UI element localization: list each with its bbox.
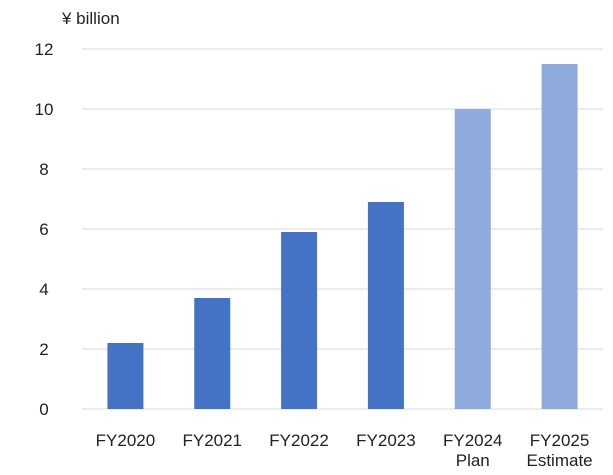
bar xyxy=(541,64,578,409)
y-tick-label: 6 xyxy=(39,220,48,239)
x-tick-label: FY2021 xyxy=(182,431,242,450)
y-axis-ticks: 0 2 4 6 8 10 12 xyxy=(35,40,54,419)
x-tick-label: FY2025 Estimate xyxy=(527,431,593,470)
x-tick-label-line: FY2020 xyxy=(96,431,156,450)
y-tick-label: 12 xyxy=(35,40,54,59)
x-tick-label: FY2023 xyxy=(356,431,416,450)
x-axis-ticks: FY2020 FY2021 FY2022 FY2023 FY2024 Plan FY2025… xyxy=(96,431,593,470)
x-tick-label-line: FY2023 xyxy=(356,431,416,450)
bar xyxy=(107,343,144,409)
x-tick-label: FY2024 Plan xyxy=(443,431,503,470)
bar xyxy=(281,232,318,409)
bar xyxy=(194,298,231,409)
y-tick-label: 2 xyxy=(39,340,48,359)
y-tick-label: 4 xyxy=(39,280,48,299)
x-tick-label: FY2020 xyxy=(96,431,156,450)
x-tick-label-line: FY2025 xyxy=(530,431,590,450)
x-tick-label-line: FY2021 xyxy=(182,431,242,450)
bars xyxy=(107,64,578,409)
x-tick-label-line: FY2024 xyxy=(443,431,503,450)
y-tick-label: 8 xyxy=(39,160,48,179)
y-axis-unit-label: ¥ billion xyxy=(61,9,120,28)
gridlines xyxy=(82,48,603,410)
bar xyxy=(367,202,404,409)
bar xyxy=(454,109,491,409)
y-tick-label: 10 xyxy=(35,100,54,119)
x-tick-label: FY2022 xyxy=(269,431,329,450)
x-tick-label-line: Plan xyxy=(456,451,490,470)
x-tick-label-line: Estimate xyxy=(527,451,593,470)
y-tick-label: 0 xyxy=(39,400,48,419)
x-tick-label-line: FY2022 xyxy=(269,431,329,450)
